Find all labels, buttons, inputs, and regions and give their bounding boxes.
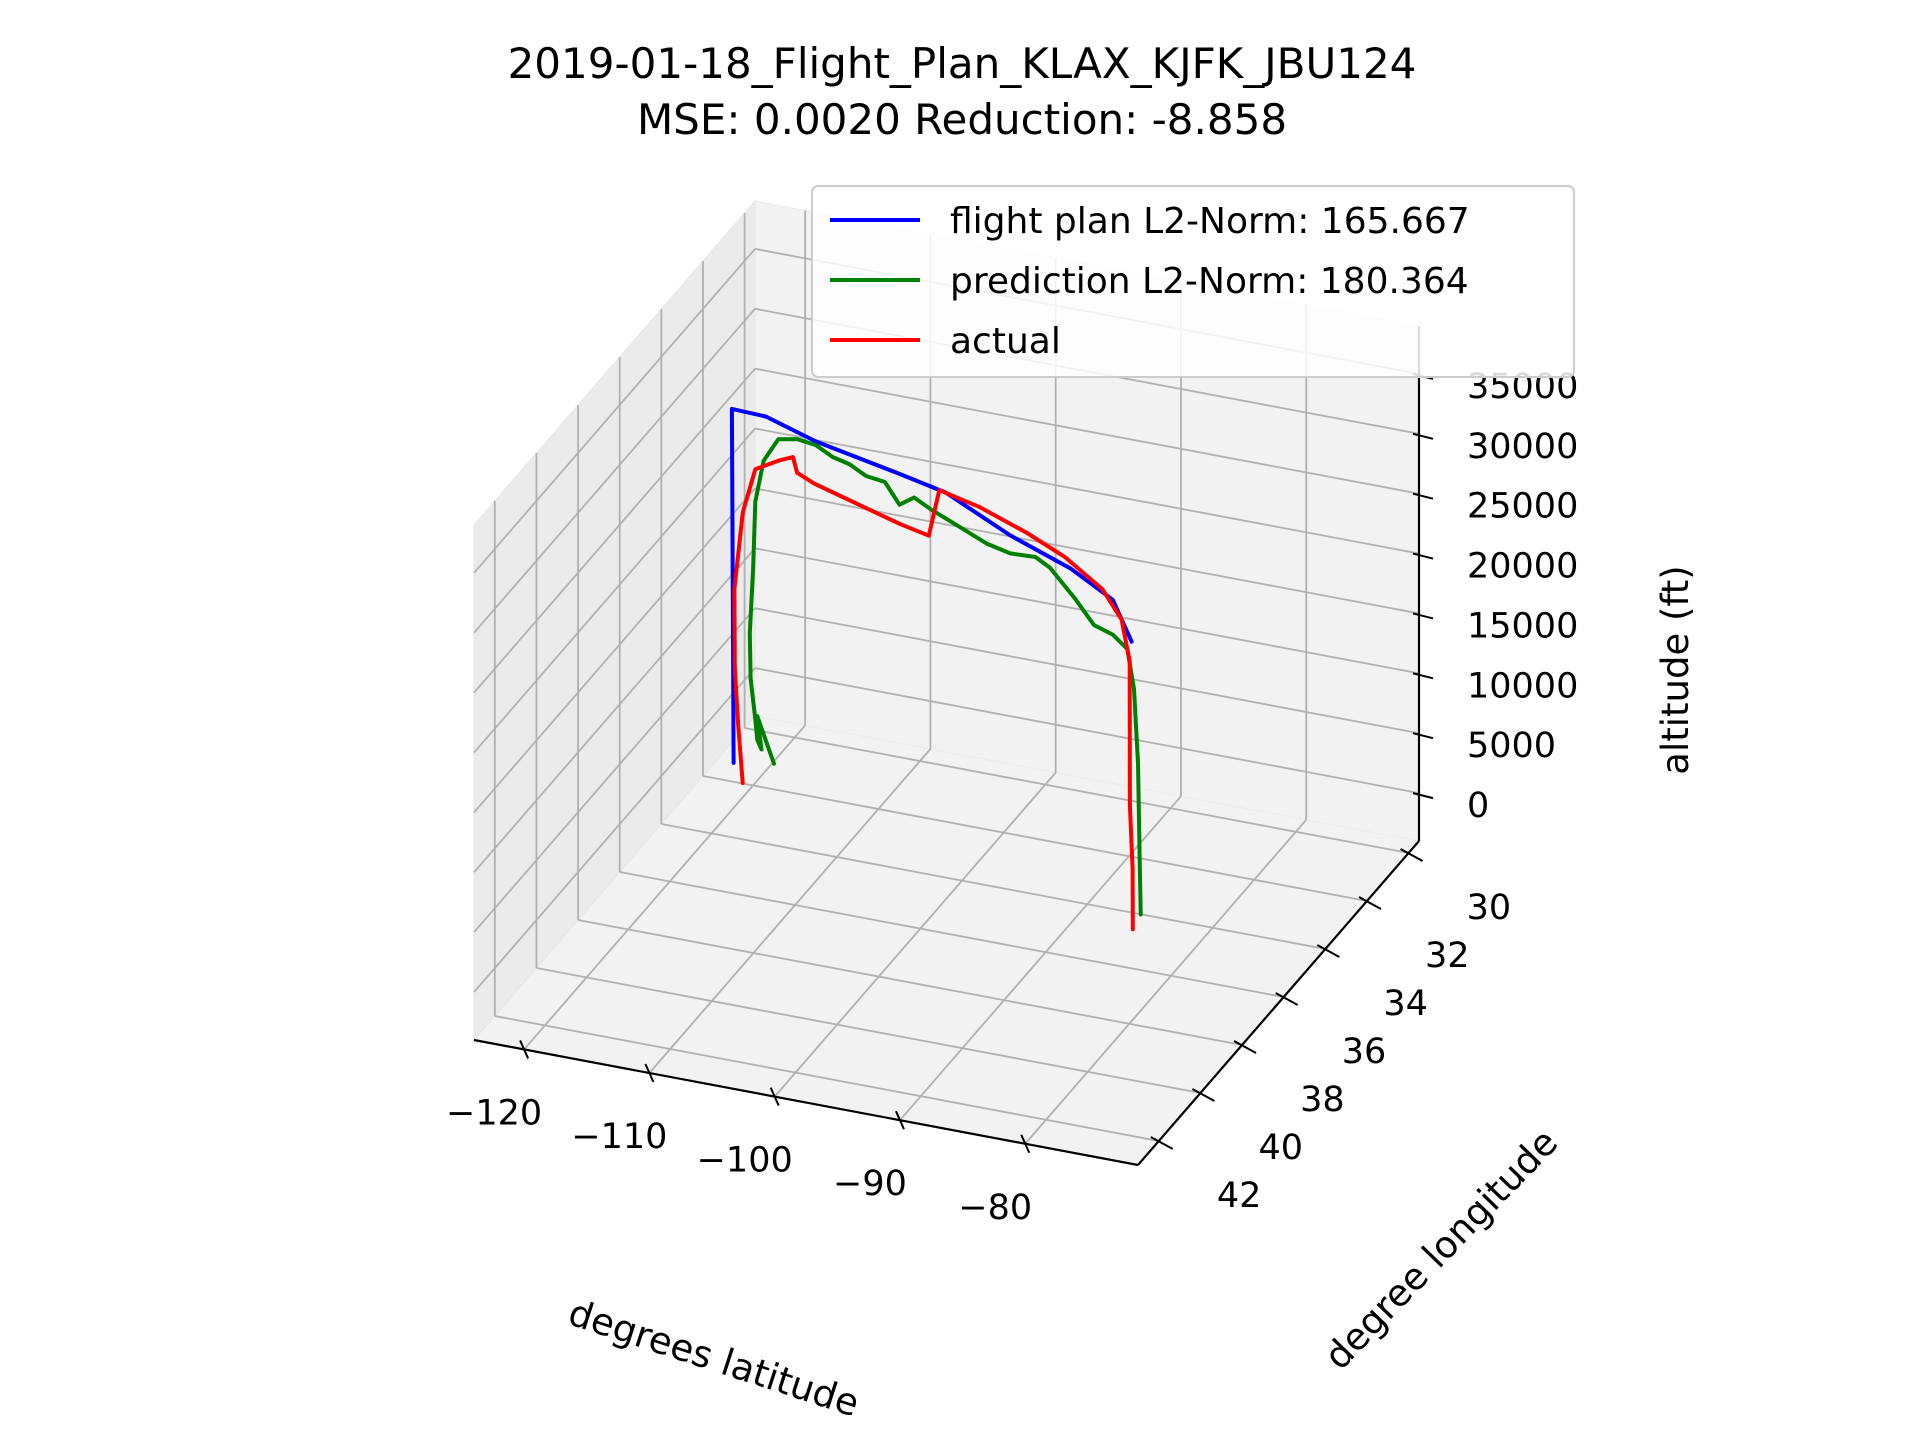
x-tick: [644, 1063, 655, 1083]
z-tick-label: 5000: [1467, 726, 1556, 766]
y-tick: [1233, 1040, 1257, 1054]
y-grid-floor: [661, 823, 1326, 950]
z-tick-label: 30000: [1467, 427, 1578, 467]
z-grid-left: [473, 487, 756, 814]
x-grid-floor: [1024, 819, 1307, 1145]
chart-title: 2019-01-18_Flight_Plan_KLAX_KJFK_JBU124: [508, 39, 1417, 88]
tick-labels: −120 −110 −100 −90 −80 30 32 34 36 38 40 42 0 5000 100…: [446, 367, 1578, 1228]
y-grid-floor: [702, 775, 1368, 902]
z-grid-left: [473, 248, 756, 574]
z-tick: [1412, 552, 1434, 560]
z-grid-left: [473, 308, 756, 634]
legend-label-actual: actual: [950, 321, 1061, 362]
y-grid-floor: [577, 919, 1243, 1046]
x-tick-label: −110: [571, 1117, 667, 1157]
legend-label-prediction: prediction L2-Norm: 180.364: [950, 261, 1469, 302]
z-tick-label: 0: [1467, 786, 1489, 826]
x-tick: [1020, 1134, 1031, 1154]
z-tick: [1412, 792, 1434, 800]
z-tick: [1412, 492, 1434, 500]
y-tick-label: 30: [1467, 888, 1512, 928]
legend: flight plan L2-Norm: 165.667 prediction …: [811, 185, 1575, 378]
y-grid-floor: [744, 727, 1409, 854]
z-tick-label: 15000: [1467, 606, 1578, 646]
z-grid-left: [473, 667, 756, 993]
y-tick-label: 40: [1258, 1128, 1303, 1168]
y-tick: [1191, 1088, 1215, 1102]
y-tick-label: 32: [1425, 936, 1470, 976]
x-tick-label: −120: [446, 1093, 542, 1133]
axis-lines: [473, 326, 1421, 1167]
z-tick-label: 20000: [1467, 547, 1578, 587]
y-grid-floor: [494, 1015, 1159, 1142]
x-axis-line: [473, 1038, 1139, 1167]
x-tick: [895, 1110, 905, 1130]
z-tick: [1412, 732, 1434, 740]
z-grid-back: [754, 427, 1420, 555]
z-grid-back: [754, 667, 1420, 794]
x-tick-label: −90: [833, 1164, 907, 1204]
z-axis-label: altitude (ft): [1654, 565, 1697, 774]
x-grid-floor: [648, 748, 932, 1074]
x-tick: [769, 1087, 780, 1107]
y-grid-floor: [619, 871, 1284, 998]
actual-line: [732, 455, 1135, 932]
y-tick-label: 42: [1217, 1176, 1262, 1216]
x-grid-floor: [773, 772, 1057, 1098]
x-tick-label: −80: [958, 1188, 1032, 1228]
legend-label-flight-plan: flight plan L2-Norm: 165.667: [950, 201, 1470, 242]
y-grid-floor: [536, 967, 1201, 1094]
z-grid-back: [754, 547, 1420, 675]
y-tick: [1358, 896, 1382, 910]
y-tick-label: 36: [1342, 1032, 1387, 1072]
z-tick-label: 25000: [1467, 487, 1578, 527]
y-tick-label: 38: [1300, 1080, 1345, 1120]
z-grid-left: [473, 547, 756, 873]
z-grid-back: [754, 607, 1420, 735]
z-grid-left: [473, 368, 756, 694]
z-tick: [1412, 672, 1434, 680]
z-grid-left: [473, 607, 756, 933]
flight-plan-line: [729, 406, 1134, 765]
legend-frame: [811, 185, 1575, 378]
z-grid-left: [473, 427, 756, 754]
prediction-line: [747, 437, 1143, 917]
y-tick: [1275, 992, 1299, 1006]
x-grid-floor: [899, 795, 1182, 1121]
data-series: [729, 406, 1143, 932]
x-grid-floor: [523, 724, 806, 1051]
x-tick: [519, 1040, 530, 1059]
y-tick: [1316, 944, 1340, 958]
y-tick: [1150, 1136, 1174, 1150]
gridlines: [473, 210, 1420, 1145]
left-wall-pane: [473, 199, 756, 1042]
y-tick: [1400, 848, 1424, 862]
chart-subtitle: MSE: 0.0020 Reduction: -8.858: [637, 95, 1287, 144]
z-tick-label: 10000: [1467, 666, 1578, 706]
y-tick-label: 34: [1383, 984, 1428, 1024]
y-axis-line: [1137, 840, 1420, 1166]
z-grid-back: [754, 367, 1420, 495]
z-tick: [1412, 432, 1434, 440]
z-tick: [1412, 612, 1434, 620]
x-tick-label: −100: [697, 1141, 793, 1181]
